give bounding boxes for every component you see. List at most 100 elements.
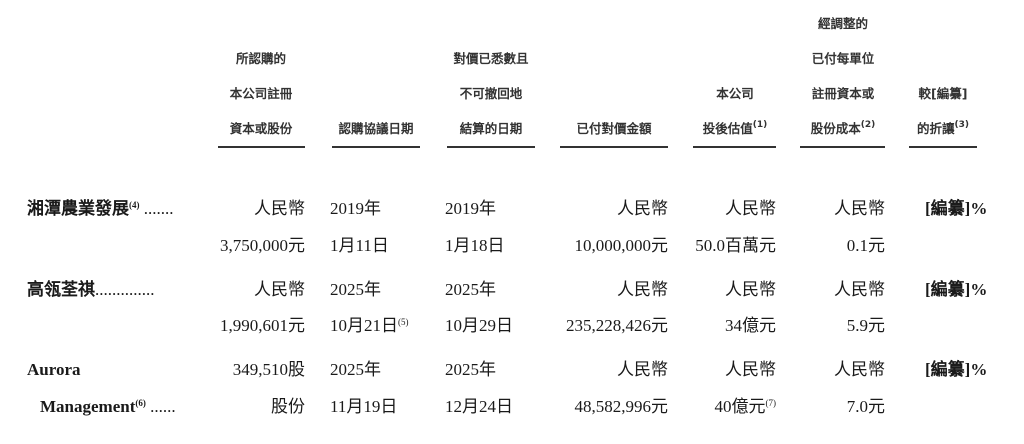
table-cell: 2025年 (330, 280, 381, 300)
column-header-line: 股份成本(2) (788, 111, 898, 146)
column-header-text: 不可撤回地 (459, 86, 523, 101)
cell-value: 人民幣 (834, 360, 885, 379)
table-cell: 人民幣 (725, 199, 776, 219)
column-header-text: 已付每單位 (811, 51, 875, 66)
cell-value: 11月19日 (330, 397, 398, 416)
cell-value: 7.0元 (846, 397, 885, 416)
cell-value: 10月21日 (330, 316, 398, 335)
table-cell: 0.1元 (847, 236, 885, 256)
footnote-marker: (3) (954, 120, 970, 130)
cell-value: 2019年 (330, 199, 381, 218)
column-header-line: 已付每單位 (788, 41, 898, 76)
table-cell: 人民幣 (254, 199, 305, 219)
cell-value: 12月24日 (445, 397, 513, 416)
table-cell: 10月21日(5) (330, 316, 409, 336)
column-header-text: 註冊資本或 (811, 86, 875, 101)
column-header-text: 已付對價金額 (576, 121, 652, 136)
table-cell: 2025年 (330, 360, 381, 380)
header-underline (909, 146, 977, 148)
table-cell: 34億元 (725, 316, 776, 336)
column-header-line: 本公司 (680, 76, 790, 111)
row-label-text: 高瓴荃祺 (27, 280, 95, 299)
leader-dots: ...... (145, 397, 176, 416)
cell-value: 1月18日 (445, 236, 505, 255)
cell-value: 3,750,000元 (220, 236, 305, 255)
column-header-line: 不可撤回地 (436, 76, 546, 111)
cell-value: 2025年 (445, 360, 496, 379)
table-cell: 40億元(7) (715, 397, 777, 417)
cell-value: 48,582,996元 (574, 397, 669, 416)
leader-dots: ....... (139, 199, 174, 218)
cell-value: 349,510股 (232, 360, 305, 379)
cell-value: 人民幣 (834, 280, 885, 299)
footnote-marker: (5) (398, 317, 409, 327)
table-cell: 2019年 (330, 199, 381, 219)
table-cell: 人民幣 (617, 199, 668, 219)
column-header-line: 註冊資本或 (788, 76, 898, 111)
table-cell: 12月24日 (445, 397, 513, 417)
cell-value: 人民幣 (617, 360, 668, 379)
column-header-line: 結算的日期 (436, 111, 546, 146)
column-header-line: 的折讓(3) (888, 111, 998, 146)
column-header-text: 資本或股份 (229, 121, 293, 136)
table-cell: 10月29日 (445, 316, 513, 336)
column-header-text: 投後估值 (702, 121, 753, 136)
header-underline (560, 146, 668, 148)
cell-value: 50.0百萬元 (695, 236, 776, 255)
row-label: Management(6) ...... (40, 397, 176, 417)
cell-value: 人民幣 (725, 280, 776, 299)
table-cell: 48,582,996元 (575, 397, 669, 417)
table-cell: 1月11日 (330, 236, 389, 256)
cell-value: 235,228,426元 (566, 316, 668, 335)
cell-value: 2025年 (330, 280, 381, 299)
column-header-line: 投後估值(1) (680, 111, 790, 146)
column-header-line: 所認購的 (206, 41, 316, 76)
cell-value: 人民幣 (254, 199, 305, 218)
column-header-text: 經調整的 (817, 16, 868, 31)
column-header-text: 結算的日期 (459, 121, 523, 136)
cell-value: 2025年 (330, 360, 381, 379)
cell-value: [編纂]% (925, 280, 988, 299)
table-cell: 7.0元 (847, 397, 885, 417)
cell-value: [編纂]% (925, 199, 988, 218)
table-cell: 人民幣 (725, 280, 776, 300)
column-header-line: 較[編纂] (888, 76, 998, 111)
row-label-text: Aurora (27, 360, 81, 379)
table-cell: 5.9元 (847, 316, 885, 336)
table-cell: 3,750,000元 (220, 236, 305, 256)
cell-value: 人民幣 (725, 199, 776, 218)
column-header-line: 本公司註冊 (206, 76, 316, 111)
table-cell: 50.0百萬元 (695, 236, 776, 256)
cell-value: 5.9元 (846, 316, 885, 335)
footnote-marker: (7) (765, 398, 777, 408)
column-header-text: 本公司 (716, 86, 754, 101)
cell-value: 人民幣 (834, 199, 885, 218)
row-label: 湘潭農業發展(4) ....... (27, 199, 174, 219)
row-label: 高瓴荃祺.............. (27, 280, 155, 300)
cell-value: 人民幣 (617, 199, 668, 218)
column-header-line: 資本或股份 (206, 111, 316, 146)
table-cell: 人民幣 (254, 280, 305, 300)
row-label: Aurora (27, 360, 81, 380)
column-header-line: 對價已悉數且 (436, 41, 546, 76)
table-cell: 人民幣 (834, 199, 885, 219)
cell-value: 1,990,601元 (220, 316, 305, 335)
column-header-text: 所認購的 (235, 51, 286, 66)
column-header-text: 認購協議日期 (338, 121, 414, 136)
cell-value: 2019年 (445, 199, 496, 218)
table-cell: 11月19日 (330, 397, 397, 417)
table-cell: 235,228,426元 (566, 316, 668, 336)
table-cell: 10,000,000元 (575, 236, 669, 256)
footnote-marker: (6) (135, 398, 146, 408)
table-cell: 349,510股 (233, 360, 305, 380)
cell-value: 人民幣 (617, 280, 668, 299)
cell-value: 10,000,000元 (574, 236, 669, 255)
table-cell: 2019年 (445, 199, 496, 219)
header-underline (693, 146, 776, 148)
table-cell: 人民幣 (617, 360, 668, 380)
table-cell: 人民幣 (834, 360, 885, 380)
table-cell: 人民幣 (617, 280, 668, 300)
leader-dots: .............. (95, 280, 155, 299)
table-cell: 人民幣 (725, 360, 776, 380)
cell-value: 人民幣 (254, 280, 305, 299)
